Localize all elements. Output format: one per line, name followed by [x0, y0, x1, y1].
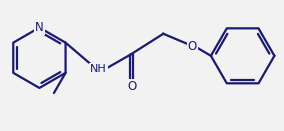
Text: NH: NH — [90, 64, 106, 74]
Text: O: O — [127, 80, 136, 93]
Text: N: N — [35, 21, 44, 34]
Text: O: O — [188, 40, 197, 53]
